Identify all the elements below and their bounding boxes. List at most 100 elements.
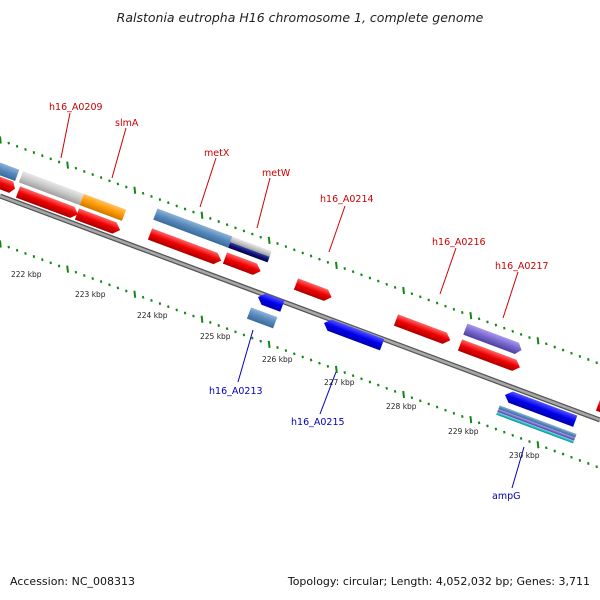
gene-label-ampG: ampG bbox=[492, 491, 520, 502]
major-tick bbox=[536, 441, 540, 449]
tick-label: 230 kbp bbox=[509, 451, 540, 460]
minor-tick bbox=[435, 405, 439, 409]
gene-feature bbox=[393, 314, 451, 344]
minor-tick bbox=[578, 458, 582, 462]
major-tick bbox=[402, 286, 405, 295]
gene-feature bbox=[74, 208, 121, 234]
tick-label: 229 kbp bbox=[448, 427, 479, 436]
minor-tick bbox=[125, 289, 128, 293]
minor-tick bbox=[343, 267, 346, 271]
major-tick bbox=[66, 265, 69, 273]
minor-tick bbox=[209, 216, 212, 220]
minor-tick bbox=[125, 185, 128, 189]
minor-tick bbox=[511, 433, 514, 437]
minor-tick bbox=[444, 408, 447, 412]
minor-tick bbox=[175, 204, 178, 208]
major-tick bbox=[200, 315, 204, 323]
inner-scale-track bbox=[0, 240, 598, 469]
gene-label-h16_A0215: h16_A0215 bbox=[291, 417, 345, 428]
minor-tick bbox=[49, 157, 52, 161]
minor-tick bbox=[519, 332, 523, 336]
minor-tick bbox=[570, 351, 573, 355]
minor-tick bbox=[141, 191, 145, 195]
minor-tick bbox=[309, 358, 313, 362]
minor-tick bbox=[410, 292, 414, 296]
minor-tick bbox=[461, 415, 464, 418]
minor-tick bbox=[377, 279, 380, 283]
minor-tick bbox=[545, 446, 548, 450]
minor-tick bbox=[301, 251, 304, 255]
accession-text: Accession: NC_008313 bbox=[10, 575, 136, 588]
minor-tick bbox=[519, 436, 523, 440]
minor-tick bbox=[183, 207, 187, 211]
major-tick bbox=[133, 186, 137, 194]
major-tick bbox=[0, 136, 2, 144]
minor-tick bbox=[385, 386, 388, 390]
minor-tick bbox=[435, 301, 439, 305]
minor-tick bbox=[116, 182, 120, 186]
minor-tick bbox=[318, 257, 321, 261]
minor-tick bbox=[511, 329, 514, 333]
minor-tick bbox=[561, 348, 565, 352]
major-tick bbox=[536, 337, 540, 345]
minor-tick bbox=[368, 276, 372, 280]
minor-tick bbox=[503, 430, 506, 434]
minor-tick bbox=[368, 380, 372, 384]
minor-tick bbox=[393, 285, 397, 289]
major-tick bbox=[200, 211, 204, 219]
gene-feature bbox=[222, 252, 261, 275]
minor-tick bbox=[217, 220, 220, 223]
minor-tick bbox=[57, 264, 61, 268]
minor-tick bbox=[116, 286, 120, 290]
gene-feature bbox=[79, 193, 127, 221]
minor-tick bbox=[225, 223, 229, 227]
minor-tick bbox=[477, 317, 481, 321]
minor-tick bbox=[494, 427, 498, 431]
gene-feature bbox=[457, 339, 520, 371]
gene-feature bbox=[258, 293, 285, 312]
minor-tick bbox=[553, 345, 556, 349]
major-tick bbox=[335, 365, 338, 374]
minor-tick bbox=[24, 147, 27, 151]
minor-tick bbox=[251, 232, 254, 236]
gene-feature bbox=[0, 173, 15, 193]
minor-tick bbox=[108, 179, 111, 183]
gene-feature bbox=[463, 323, 522, 354]
major-tick bbox=[0, 240, 2, 248]
gene-feature bbox=[324, 319, 385, 351]
minor-tick bbox=[74, 270, 78, 274]
backbone bbox=[0, 193, 600, 423]
tick-label: 225 kbp bbox=[200, 332, 231, 341]
topology-text: Topology: circular; Length: 4,052,032 bp… bbox=[287, 575, 590, 588]
minor-tick bbox=[553, 449, 556, 453]
gene-feature bbox=[246, 307, 278, 329]
minor-tick bbox=[276, 242, 279, 245]
minor-tick bbox=[293, 352, 296, 356]
minor-tick bbox=[393, 389, 397, 393]
gene-feature bbox=[505, 391, 578, 427]
minor-tick bbox=[41, 258, 44, 262]
minor-tick bbox=[91, 173, 94, 176]
major-tick bbox=[267, 340, 271, 349]
minor-tick bbox=[385, 282, 388, 286]
minor-tick bbox=[351, 270, 355, 274]
minor-tick bbox=[486, 424, 489, 428]
minor-tick bbox=[570, 455, 573, 459]
minor-tick bbox=[326, 260, 330, 264]
minor-tick bbox=[419, 399, 422, 403]
minor-tick bbox=[293, 248, 296, 252]
minor-tick bbox=[503, 326, 506, 330]
minor-tick bbox=[175, 308, 178, 312]
gene-label-h16_A0214: h16_A0214 bbox=[320, 194, 374, 205]
minor-tick bbox=[183, 311, 187, 315]
minor-tick bbox=[15, 144, 19, 148]
major-tick bbox=[469, 311, 473, 320]
minor-tick bbox=[561, 452, 565, 456]
gene-label-h16_A0209: h16_A0209 bbox=[49, 102, 103, 113]
minor-tick bbox=[15, 248, 19, 252]
minor-tick bbox=[360, 273, 363, 277]
minor-tick bbox=[595, 465, 598, 469]
minor-tick bbox=[192, 314, 195, 318]
minor-tick bbox=[150, 298, 153, 302]
